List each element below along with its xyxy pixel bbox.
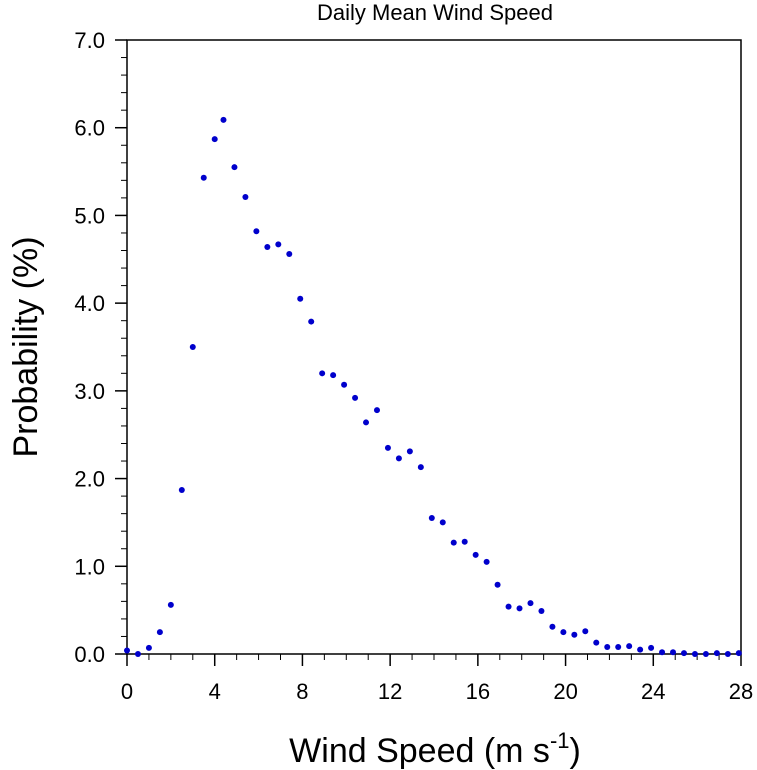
x-tick-label: 24 (641, 679, 665, 704)
data-point (286, 251, 293, 258)
data-point (439, 519, 446, 526)
data-point (242, 194, 249, 201)
data-point (220, 116, 227, 123)
data-point (472, 551, 479, 558)
data-point (352, 394, 359, 401)
data-points (124, 116, 742, 657)
data-point (124, 647, 130, 654)
data-point (330, 372, 337, 379)
data-point (724, 651, 731, 657)
y-tick-label: 4.0 (74, 291, 105, 316)
x-axis-label: Wind Speed (m s-1) (289, 728, 581, 770)
y-tick-label: 3.0 (74, 379, 105, 404)
data-point (211, 136, 218, 143)
data-point (713, 650, 720, 657)
data-point (691, 651, 698, 657)
data-point (516, 605, 523, 612)
x-tick-label: 8 (296, 679, 308, 704)
plot-frame (126, 39, 742, 655)
data-point (167, 601, 174, 608)
chart-title: Daily Mean Wind Speed (317, 0, 553, 25)
x-tick-label: 4 (209, 679, 221, 704)
major-ticks (115, 39, 742, 666)
data-point (178, 486, 185, 493)
data-point (363, 419, 370, 426)
x-axis-label-close: ) (570, 732, 581, 770)
data-point (189, 344, 196, 350)
y-tick-label: 2.0 (74, 467, 105, 492)
data-point (659, 649, 666, 656)
data-point (538, 608, 545, 615)
x-tick-labels: 0 4 8 12 16 20 24 28 (121, 679, 753, 704)
x-axis-label-superscript: -1 (550, 728, 570, 753)
y-axis-label: Probability (%) (7, 236, 45, 457)
data-point (702, 651, 709, 657)
minor-ticks (121, 57, 720, 660)
x-tick-label: 28 (729, 679, 753, 704)
data-point (680, 650, 687, 657)
data-point (527, 600, 534, 607)
data-point (461, 538, 468, 545)
y-tick-label: 7.0 (74, 28, 105, 53)
data-point (275, 241, 282, 248)
data-point (450, 539, 457, 546)
data-point (505, 603, 512, 610)
data-point (604, 643, 611, 650)
data-point (582, 628, 589, 635)
data-point (341, 381, 348, 388)
data-point (395, 455, 402, 462)
data-point (549, 623, 556, 630)
data-point (264, 244, 271, 251)
data-point (319, 370, 326, 377)
y-tick-label: 1.0 (74, 554, 105, 579)
data-point (384, 444, 391, 451)
data-point (483, 558, 490, 565)
y-tick-labels: 0.0 1.0 2.0 3.0 4.0 5.0 6.0 7.0 (74, 28, 105, 667)
data-point (373, 407, 380, 414)
y-tick-label: 5.0 (74, 203, 105, 228)
data-point (670, 649, 677, 656)
data-point (134, 651, 141, 657)
data-point (626, 643, 633, 650)
data-point (231, 164, 238, 171)
data-point (571, 631, 578, 638)
y-tick-label: 0.0 (74, 642, 105, 667)
data-point (494, 581, 501, 588)
data-point (417, 464, 424, 471)
x-tick-label: 0 (121, 679, 133, 704)
data-point (406, 448, 413, 455)
data-point (428, 515, 435, 522)
data-point (637, 646, 644, 653)
data-point (156, 629, 163, 636)
data-point (648, 644, 655, 651)
x-tick-label: 20 (553, 679, 577, 704)
data-point (297, 295, 304, 302)
data-point (615, 643, 622, 650)
data-point (145, 644, 152, 651)
data-point (200, 174, 207, 181)
data-point (735, 650, 742, 657)
data-point (253, 228, 260, 235)
x-tick-label: 12 (378, 679, 402, 704)
x-axis-label-main: Wind Speed (m s (289, 732, 550, 770)
data-point (593, 639, 600, 646)
x-tick-label: 16 (466, 679, 490, 704)
data-point (560, 629, 567, 636)
data-point (308, 318, 315, 325)
y-tick-label: 6.0 (74, 116, 105, 141)
